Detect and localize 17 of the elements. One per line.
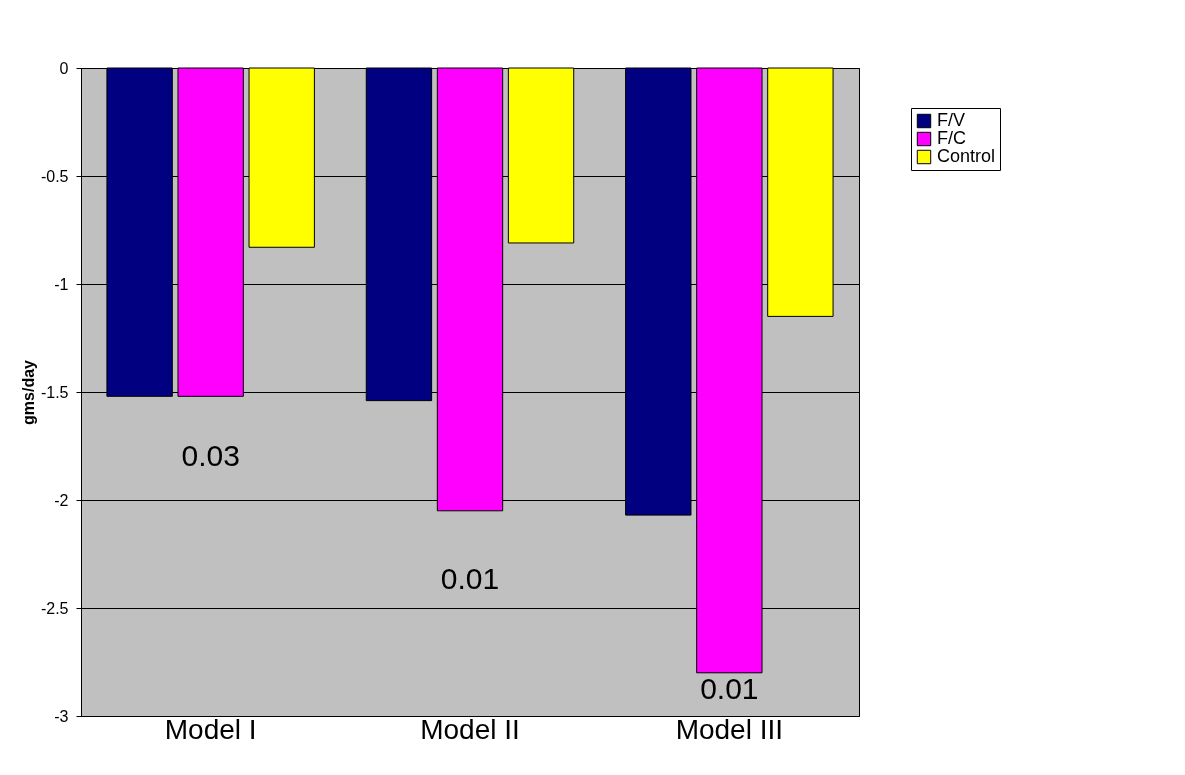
y-axis-title: gms/day [19, 359, 37, 425]
annotation: 0.03 [181, 438, 240, 472]
y-tick-label: 0 [59, 59, 69, 77]
y-tick-label: -1.5 [40, 383, 69, 401]
legend-label: F/C [937, 128, 966, 148]
annotation: 0.01 [440, 561, 500, 595]
y-tick-label: -0.5 [40, 167, 69, 185]
y-tick-label: -1 [54, 275, 69, 293]
x-tick-label: Model III [675, 713, 784, 745]
x-tick-label: Model II [420, 713, 520, 745]
x-tick-label: Model I [164, 713, 257, 745]
legend-label: F/V [937, 110, 966, 130]
annotation: 0.01 [700, 672, 759, 706]
legend-label: Control [937, 146, 996, 166]
y-tick-label: -3 [54, 707, 69, 725]
y-tick-label: -2.5 [40, 599, 69, 617]
y-tick-label: -2 [54, 491, 69, 509]
